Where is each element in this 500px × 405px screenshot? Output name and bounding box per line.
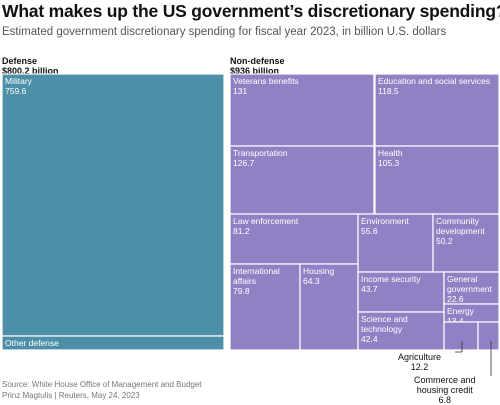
cell-value-military: 759.6 (5, 86, 27, 96)
defense-group-name: Defense (2, 56, 38, 66)
cell-label-science-and-technology-1: Science and (361, 314, 408, 324)
cell-value-energy: 13.4 (447, 316, 464, 326)
cell-value-veterans-benefits: 131 (233, 86, 247, 96)
cell-label-general-government-1: General (447, 274, 477, 284)
commerce-callout: Commerce and housing credit 6.8 (414, 375, 476, 405)
cell-label-general-government-2: government (447, 284, 493, 294)
cell-rect-income-security (357, 271, 445, 313)
cell-rect-transportation (229, 145, 375, 215)
cell-value-health: 105.3 (378, 158, 400, 168)
cell-value-education-and-social-services: 118.5 (378, 86, 399, 96)
agriculture-callout: Agriculture 12.2 (398, 352, 441, 372)
cell-label-energy: Energy (447, 306, 475, 316)
credit-note: Prinz Magtulis | Reuters, May 24, 2023 (2, 391, 140, 400)
cell-rect-agriculture (443, 321, 479, 351)
cell-agriculture (443, 321, 479, 351)
nondefense-group-name: Non-defense (230, 56, 285, 66)
cell-value-income-security: 43.7 (361, 284, 378, 294)
cell-rect-law-enforcement (229, 213, 359, 265)
commerce-callout-label-2: housing credit (416, 385, 473, 395)
cell-rect-general-government (443, 271, 500, 305)
cell-label-military: Military (5, 76, 33, 86)
cell-rect-veterans-benefits (229, 73, 375, 147)
cell-rect-education-and-social-services (374, 73, 500, 147)
cell-value-housing: 64.3 (303, 276, 320, 286)
cell-value-environment: 55.6 (361, 226, 378, 236)
commerce-callout-label-1: Commerce and (414, 375, 476, 385)
cell-value-law-enforcement: 81.2 (233, 226, 250, 236)
cell-value-other-defense: 40.6 (5, 348, 22, 358)
agriculture-callout-label: Agriculture (398, 352, 442, 362)
cell-rect-commerce-and-housing-credit (477, 321, 500, 351)
cell-label-community-development-1: Community (436, 216, 480, 226)
cell-value-science-and-technology: 42.4 (361, 334, 378, 344)
nondefense-group-total: $936 billion (230, 66, 280, 76)
cell-label-science-and-technology-2: technology (361, 324, 403, 334)
cell-label-transportation: Transportation (233, 148, 288, 158)
agriculture-callout-value: 12.2 (410, 362, 429, 372)
cell-value-international-affairs: 79.8 (233, 286, 250, 296)
cell-label-veterans-benefits: Veterans benefits (233, 76, 299, 86)
chart-subtitle: Estimated government discretionary spend… (2, 26, 447, 38)
cell-value-general-government: 22.6 (447, 294, 464, 304)
cell-rect-military (1, 73, 225, 337)
cell-label-environment: Environment (361, 216, 409, 226)
cell-rect-science-and-technology (357, 311, 445, 351)
cell-label-community-development-2: development (436, 226, 485, 236)
cell-value-community-development: 50.2 (436, 236, 453, 246)
cell-value-transportation: 126.7 (233, 158, 255, 168)
cell-rect-other-defense (1, 335, 225, 351)
cell-label-income-security: Income security (361, 274, 421, 284)
cell-label-education-and-social-services: Education and social services (378, 76, 490, 86)
cell-label-other-defense: Other defense (5, 338, 59, 348)
cell-rect-health (374, 145, 500, 215)
cell-label-international-affairs-1: International (233, 266, 280, 276)
defense-group-header: Defense $800.2 billion (2, 56, 59, 76)
cell-rect-international-affairs (229, 263, 301, 351)
cell-label-housing: Housing (303, 266, 334, 276)
chart-title: What makes up the US government’s discre… (2, 1, 500, 21)
cell-label-international-affairs-2: affairs (233, 276, 256, 286)
defense-group-total: $800.2 billion (2, 66, 59, 76)
cell-label-health: Health (378, 148, 403, 158)
cell-label-law-enforcement: Law enforcement (233, 216, 299, 226)
source-note: Source: White House Office of Management… (2, 380, 202, 389)
nondefense-group-header: Non-defense $936 billion (230, 56, 285, 76)
cell-commerce-and-housing-credit (477, 321, 500, 351)
commerce-callout-value: 6.8 (438, 395, 452, 405)
